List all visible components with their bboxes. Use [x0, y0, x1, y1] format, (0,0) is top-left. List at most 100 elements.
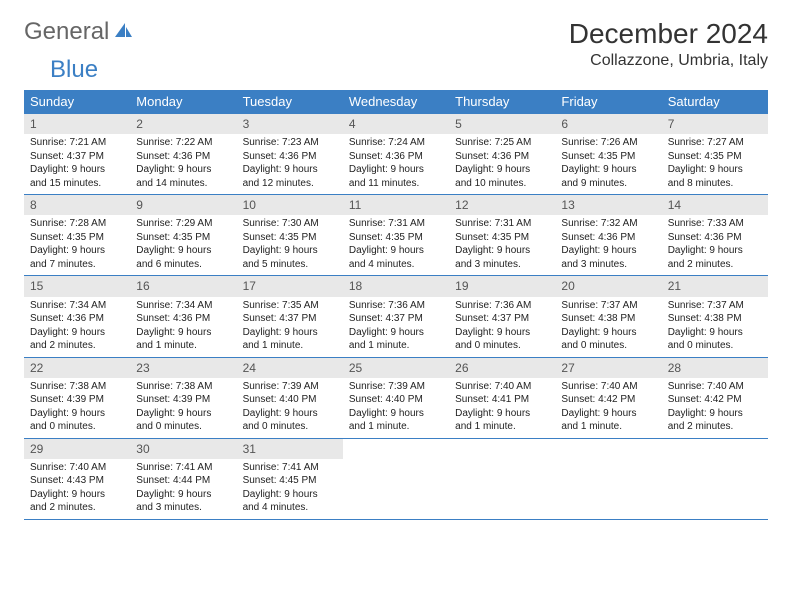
day-cell: 5Sunrise: 7:25 AMSunset: 4:36 PMDaylight…: [449, 114, 555, 194]
sunset-text: Sunset: 4:37 PM: [243, 312, 337, 326]
sunset-text: Sunset: 4:36 PM: [30, 312, 124, 326]
day-content: Sunrise: 7:40 AMSunset: 4:43 PMDaylight:…: [24, 459, 130, 519]
daylight-text: Daylight: 9 hours and 0 minutes.: [561, 326, 655, 353]
sunrise-text: Sunrise: 7:39 AM: [243, 380, 337, 394]
sunset-text: Sunset: 4:44 PM: [136, 474, 230, 488]
day-content: Sunrise: 7:41 AMSunset: 4:45 PMDaylight:…: [237, 459, 343, 519]
day-cell: 28Sunrise: 7:40 AMSunset: 4:42 PMDayligh…: [662, 358, 768, 438]
sunset-text: Sunset: 4:36 PM: [561, 231, 655, 245]
sunrise-text: Sunrise: 7:24 AM: [349, 136, 443, 150]
daylight-text: Daylight: 9 hours and 0 minutes.: [136, 407, 230, 434]
day-cell: 9Sunrise: 7:29 AMSunset: 4:35 PMDaylight…: [130, 195, 236, 275]
day-content: Sunrise: 7:40 AMSunset: 4:42 PMDaylight:…: [555, 378, 661, 438]
day-cell: 30Sunrise: 7:41 AMSunset: 4:44 PMDayligh…: [130, 439, 236, 519]
day-cell: 17Sunrise: 7:35 AMSunset: 4:37 PMDayligh…: [237, 276, 343, 356]
sunset-text: Sunset: 4:35 PM: [30, 231, 124, 245]
daylight-text: Daylight: 9 hours and 2 minutes.: [30, 488, 124, 515]
day-cell: 18Sunrise: 7:36 AMSunset: 4:37 PMDayligh…: [343, 276, 449, 356]
day-number: 31: [237, 439, 343, 459]
day-cell: 8Sunrise: 7:28 AMSunset: 4:35 PMDaylight…: [24, 195, 130, 275]
day-number: 30: [130, 439, 236, 459]
sunrise-text: Sunrise: 7:40 AM: [455, 380, 549, 394]
daylight-text: Daylight: 9 hours and 0 minutes.: [455, 326, 549, 353]
day-content: Sunrise: 7:26 AMSunset: 4:35 PMDaylight:…: [555, 134, 661, 194]
sunset-text: Sunset: 4:35 PM: [349, 231, 443, 245]
week-row: 29Sunrise: 7:40 AMSunset: 4:43 PMDayligh…: [24, 438, 768, 520]
daylight-text: Daylight: 9 hours and 7 minutes.: [30, 244, 124, 271]
day-content: Sunrise: 7:27 AMSunset: 4:35 PMDaylight:…: [662, 134, 768, 194]
brand-logo: General: [24, 18, 135, 46]
day-cell: 2Sunrise: 7:22 AMSunset: 4:36 PMDaylight…: [130, 114, 236, 194]
day-cell: 7Sunrise: 7:27 AMSunset: 4:35 PMDaylight…: [662, 114, 768, 194]
weeks-container: 1Sunrise: 7:21 AMSunset: 4:37 PMDaylight…: [24, 113, 768, 520]
day-number: 26: [449, 358, 555, 378]
daylight-text: Daylight: 9 hours and 15 minutes.: [30, 163, 124, 190]
sunset-text: Sunset: 4:39 PM: [30, 393, 124, 407]
sunset-text: Sunset: 4:42 PM: [668, 393, 762, 407]
day-number: 1: [24, 114, 130, 134]
day-content: Sunrise: 7:31 AMSunset: 4:35 PMDaylight:…: [449, 215, 555, 275]
sunset-text: Sunset: 4:35 PM: [136, 231, 230, 245]
day-number: 2: [130, 114, 236, 134]
day-content: Sunrise: 7:21 AMSunset: 4:37 PMDaylight:…: [24, 134, 130, 194]
sunrise-text: Sunrise: 7:29 AM: [136, 217, 230, 231]
day-content: Sunrise: 7:24 AMSunset: 4:36 PMDaylight:…: [343, 134, 449, 194]
day-cell: 22Sunrise: 7:38 AMSunset: 4:39 PMDayligh…: [24, 358, 130, 438]
day-number: 18: [343, 276, 449, 296]
day-number: 10: [237, 195, 343, 215]
day-number: 28: [662, 358, 768, 378]
daylight-text: Daylight: 9 hours and 1 minute.: [455, 407, 549, 434]
month-title: December 2024: [569, 18, 768, 50]
sunset-text: Sunset: 4:43 PM: [30, 474, 124, 488]
day-cell: 13Sunrise: 7:32 AMSunset: 4:36 PMDayligh…: [555, 195, 661, 275]
day-cell: 12Sunrise: 7:31 AMSunset: 4:35 PMDayligh…: [449, 195, 555, 275]
daylight-text: Daylight: 9 hours and 10 minutes.: [455, 163, 549, 190]
day-content: Sunrise: 7:38 AMSunset: 4:39 PMDaylight:…: [24, 378, 130, 438]
daylight-text: Daylight: 9 hours and 1 minute.: [243, 326, 337, 353]
sunset-text: Sunset: 4:36 PM: [243, 150, 337, 164]
day-content: Sunrise: 7:39 AMSunset: 4:40 PMDaylight:…: [343, 378, 449, 438]
weekday-header: Tuesday: [237, 90, 343, 113]
day-cell: 19Sunrise: 7:36 AMSunset: 4:37 PMDayligh…: [449, 276, 555, 356]
sunrise-text: Sunrise: 7:21 AM: [30, 136, 124, 150]
sunrise-text: Sunrise: 7:34 AM: [136, 299, 230, 313]
day-number: 7: [662, 114, 768, 134]
sunrise-text: Sunrise: 7:36 AM: [349, 299, 443, 313]
day-number: 3: [237, 114, 343, 134]
daylight-text: Daylight: 9 hours and 4 minutes.: [243, 488, 337, 515]
sunrise-text: Sunrise: 7:38 AM: [30, 380, 124, 394]
sunrise-text: Sunrise: 7:36 AM: [455, 299, 549, 313]
weekday-header: Monday: [130, 90, 236, 113]
sunrise-text: Sunrise: 7:23 AM: [243, 136, 337, 150]
day-number: 5: [449, 114, 555, 134]
day-content: Sunrise: 7:39 AMSunset: 4:40 PMDaylight:…: [237, 378, 343, 438]
daylight-text: Daylight: 9 hours and 6 minutes.: [136, 244, 230, 271]
weekday-header: Wednesday: [343, 90, 449, 113]
sunrise-text: Sunrise: 7:40 AM: [668, 380, 762, 394]
day-number: 29: [24, 439, 130, 459]
day-number: 20: [555, 276, 661, 296]
day-number: 25: [343, 358, 449, 378]
day-content: Sunrise: 7:36 AMSunset: 4:37 PMDaylight:…: [449, 297, 555, 357]
daylight-text: Daylight: 9 hours and 14 minutes.: [136, 163, 230, 190]
sunrise-text: Sunrise: 7:38 AM: [136, 380, 230, 394]
day-number: 15: [24, 276, 130, 296]
daylight-text: Daylight: 9 hours and 11 minutes.: [349, 163, 443, 190]
sunset-text: Sunset: 4:40 PM: [243, 393, 337, 407]
day-content: Sunrise: 7:37 AMSunset: 4:38 PMDaylight:…: [662, 297, 768, 357]
sunset-text: Sunset: 4:37 PM: [30, 150, 124, 164]
empty-day-cell: [662, 439, 768, 519]
day-content: Sunrise: 7:29 AMSunset: 4:35 PMDaylight:…: [130, 215, 236, 275]
day-content: Sunrise: 7:23 AMSunset: 4:36 PMDaylight:…: [237, 134, 343, 194]
day-number: 4: [343, 114, 449, 134]
day-number: 21: [662, 276, 768, 296]
sunset-text: Sunset: 4:41 PM: [455, 393, 549, 407]
day-cell: 15Sunrise: 7:34 AMSunset: 4:36 PMDayligh…: [24, 276, 130, 356]
sunset-text: Sunset: 4:35 PM: [455, 231, 549, 245]
daylight-text: Daylight: 9 hours and 0 minutes.: [30, 407, 124, 434]
day-content: Sunrise: 7:40 AMSunset: 4:41 PMDaylight:…: [449, 378, 555, 438]
day-cell: 16Sunrise: 7:34 AMSunset: 4:36 PMDayligh…: [130, 276, 236, 356]
sunset-text: Sunset: 4:39 PM: [136, 393, 230, 407]
sunrise-text: Sunrise: 7:37 AM: [668, 299, 762, 313]
day-number: 16: [130, 276, 236, 296]
